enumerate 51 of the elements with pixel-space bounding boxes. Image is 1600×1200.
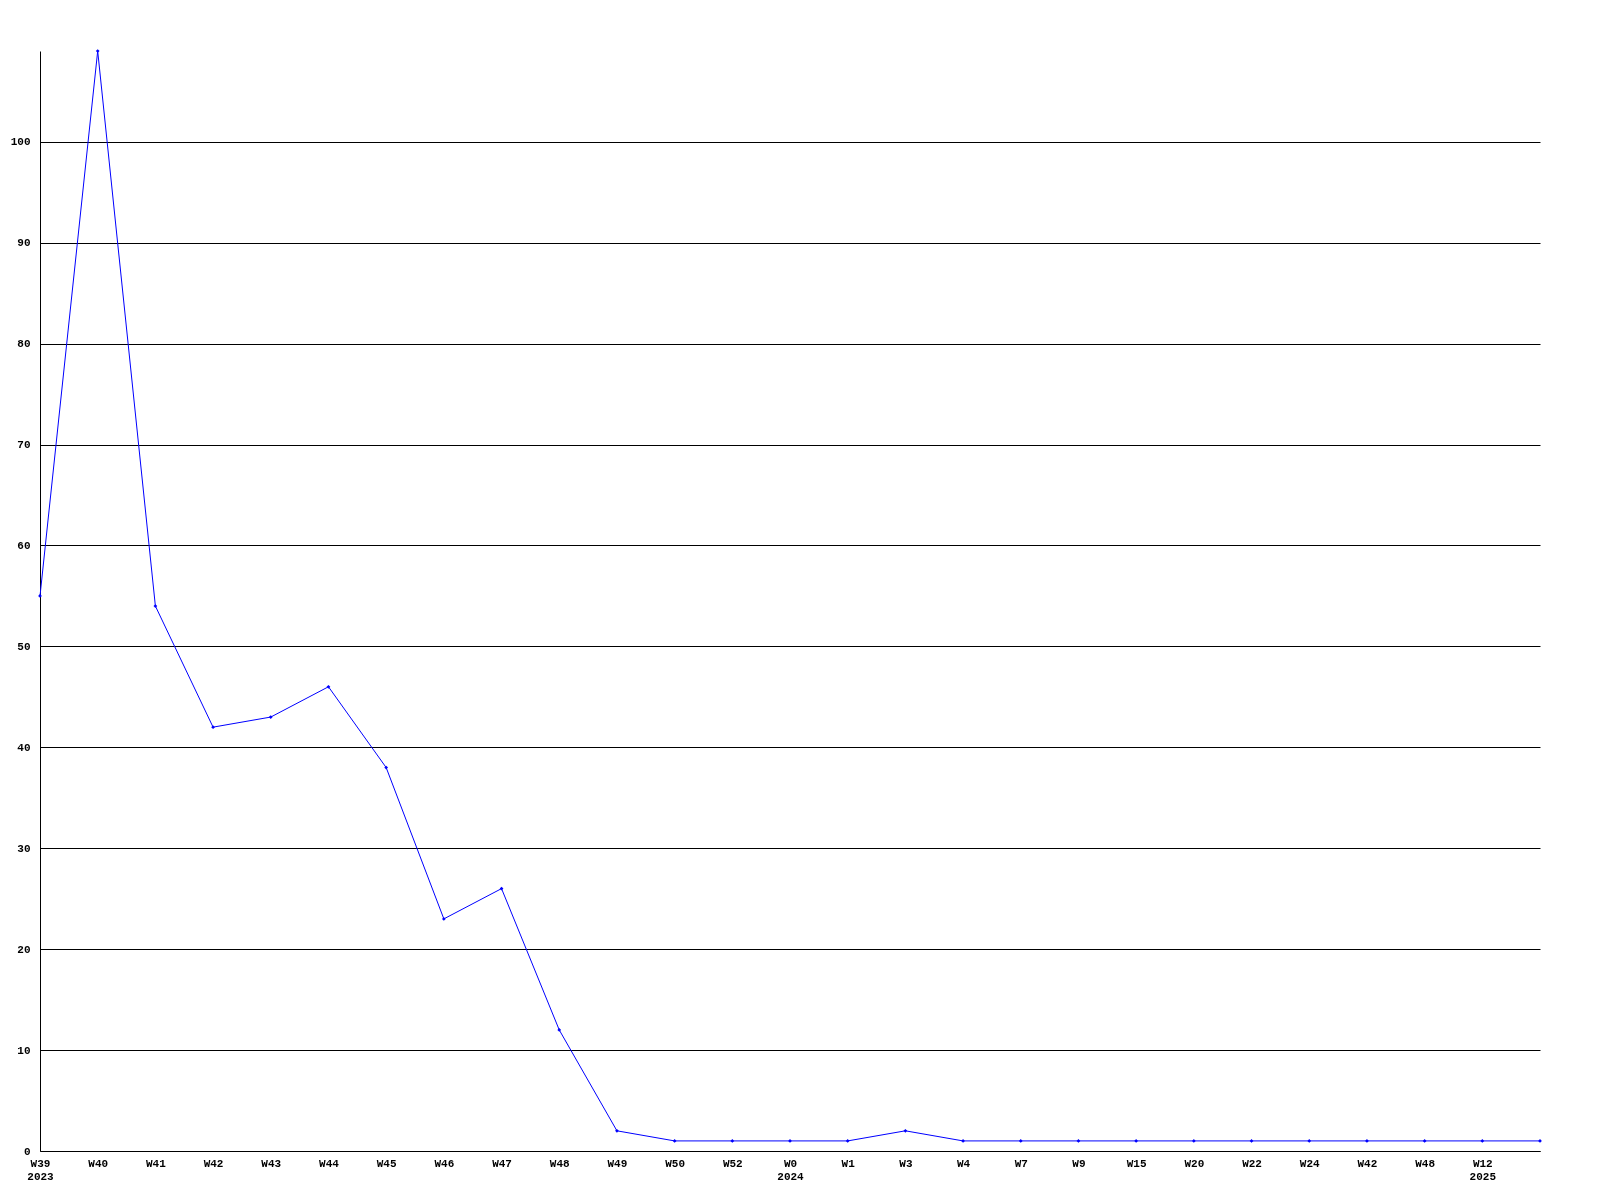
x-tick-label: W42 bbox=[1357, 1157, 1378, 1170]
x-tick-label: W15 bbox=[1126, 1157, 1147, 1170]
point bbox=[268, 715, 273, 719]
x-tick-label: W9 bbox=[1072, 1157, 1086, 1170]
point bbox=[1422, 1139, 1427, 1143]
x-tick-label: W48 bbox=[549, 1157, 571, 1170]
point bbox=[845, 1139, 850, 1143]
y-tick-label: 50 bbox=[17, 640, 31, 653]
y-tick-label: 70 bbox=[17, 439, 31, 452]
y-tick-label: 30 bbox=[17, 842, 31, 855]
y-tick-label: 60 bbox=[17, 540, 31, 552]
point bbox=[672, 1139, 677, 1143]
point bbox=[326, 684, 331, 689]
x-tick-label: W46 bbox=[434, 1157, 455, 1170]
y-tick-label: 40 bbox=[17, 741, 31, 754]
x-tick-label: W41 bbox=[145, 1157, 167, 1170]
x-tick-label: W43 bbox=[261, 1157, 282, 1170]
point bbox=[1076, 1139, 1081, 1143]
x-tick-label: W22 bbox=[1242, 1157, 1262, 1170]
x-tick-label: W7 bbox=[1014, 1157, 1028, 1170]
y-tick-label: 10 bbox=[17, 1044, 31, 1057]
x-tick-label: W49 bbox=[607, 1157, 628, 1170]
x-tick-label: W4 bbox=[956, 1157, 971, 1170]
x-tick-label: W42 bbox=[203, 1157, 224, 1170]
x-tick-label: W40 bbox=[88, 1157, 109, 1170]
x-tick-label: W48 bbox=[1415, 1157, 1436, 1170]
x-tick-label: W1 bbox=[841, 1157, 856, 1170]
point bbox=[1480, 1139, 1485, 1143]
point bbox=[153, 604, 158, 608]
x-tick-label: W3 bbox=[899, 1157, 913, 1170]
x-tick-label: W20 bbox=[1184, 1157, 1205, 1170]
point bbox=[1249, 1139, 1254, 1143]
x-tick-label: W52 bbox=[722, 1157, 743, 1170]
point bbox=[384, 765, 389, 770]
y-tick-label: 20 bbox=[17, 943, 31, 956]
x-tick-label: W50 bbox=[665, 1157, 686, 1170]
point bbox=[1018, 1139, 1023, 1143]
y-tick-label: 80 bbox=[17, 338, 31, 351]
x-tick-label: W47 bbox=[492, 1157, 512, 1170]
y-tick-label: 100 bbox=[10, 136, 31, 149]
point bbox=[730, 1139, 735, 1143]
x-tick-label: W44 bbox=[319, 1157, 340, 1170]
point bbox=[903, 1128, 908, 1133]
y-tick-label: 0 bbox=[23, 1145, 31, 1158]
point bbox=[95, 49, 100, 53]
x-tick-label: W0 2024 bbox=[777, 1157, 805, 1183]
x-tick-label: W12 2025 bbox=[1469, 1157, 1497, 1183]
y-tick-label: 90 bbox=[17, 237, 31, 250]
x-tick-label: W45 bbox=[376, 1157, 397, 1170]
x-tick-label: W39 2023 bbox=[27, 1157, 55, 1183]
x-tick-label: W24 bbox=[1299, 1157, 1321, 1170]
